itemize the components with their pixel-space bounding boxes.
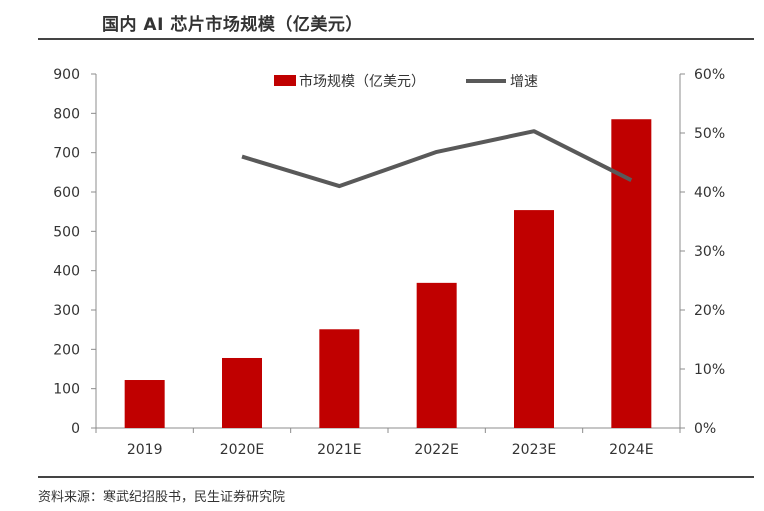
source-divider: [38, 476, 754, 478]
chart-axes: [91, 73, 685, 433]
legend-label-market-size: 市场规模（亿美元）: [299, 73, 425, 90]
x-tick-label: 2020E: [220, 442, 264, 458]
growth-line-series: [241, 129, 633, 189]
x-tick-label: 2024E: [609, 442, 653, 458]
bar: [514, 210, 554, 428]
bar: [611, 119, 652, 428]
x-tick-labels: 2019 2020E 2021E 2022E 2023E 2024E: [127, 442, 654, 458]
bar-series: [124, 119, 652, 428]
right-y-tick-label: 30%: [694, 244, 725, 260]
left-y-tick-label: 800: [53, 106, 80, 122]
legend-swatch-market-size: [274, 75, 296, 86]
left-y-tick-label: 0: [71, 421, 80, 437]
right-y-tick-label: 60%: [694, 67, 725, 83]
left-y-tick-label: 200: [53, 342, 80, 358]
x-tick-label: 2023E: [512, 442, 556, 458]
chart-legend: 市场规模（亿美元） 增速: [274, 73, 538, 90]
right-y-tick-label: 10%: [694, 362, 725, 378]
left-y-tick-label: 500: [53, 224, 80, 240]
left-y-tick-label: 300: [53, 303, 80, 319]
legend-label-growth: 增速: [510, 74, 538, 90]
source-note: 资料来源：寒武纪招股书，民生证券研究院: [38, 490, 286, 505]
right-y-tick-label: 40%: [694, 185, 725, 201]
left-y-tick-label: 900: [53, 67, 80, 83]
x-tick-label: 2022E: [414, 442, 458, 458]
x-tick-label: 2019: [127, 442, 163, 458]
left-y-tick-label: 100: [53, 382, 80, 398]
chart-canvas: 2019 2020E 2021E 2022E 2023E 2024E 0 100 200 300…: [53, 67, 725, 458]
right-y-tick-label: 50%: [694, 126, 725, 142]
left-y-tick-label: 600: [53, 185, 80, 201]
bar: [124, 380, 165, 428]
right-y-tick-label: 20%: [694, 303, 725, 319]
bar: [416, 282, 457, 428]
title-divider: [38, 38, 754, 40]
left-y-tick-labels: 0 100 200 300 400 500 600 700 800 900: [53, 67, 80, 437]
chart-title: 国内 AI 芯片市场规模（亿美元）: [102, 15, 363, 35]
left-y-tick-label: 400: [53, 264, 80, 280]
x-tick-label: 2021E: [317, 442, 361, 458]
growth-line: [241, 129, 633, 189]
right-y-tick-labels: 0% 10% 20% 30% 40% 50% 60%: [694, 67, 725, 437]
bar: [319, 329, 360, 428]
left-y-tick-label: 700: [53, 146, 80, 162]
bar: [222, 357, 262, 428]
right-y-tick-label: 0%: [694, 421, 716, 437]
